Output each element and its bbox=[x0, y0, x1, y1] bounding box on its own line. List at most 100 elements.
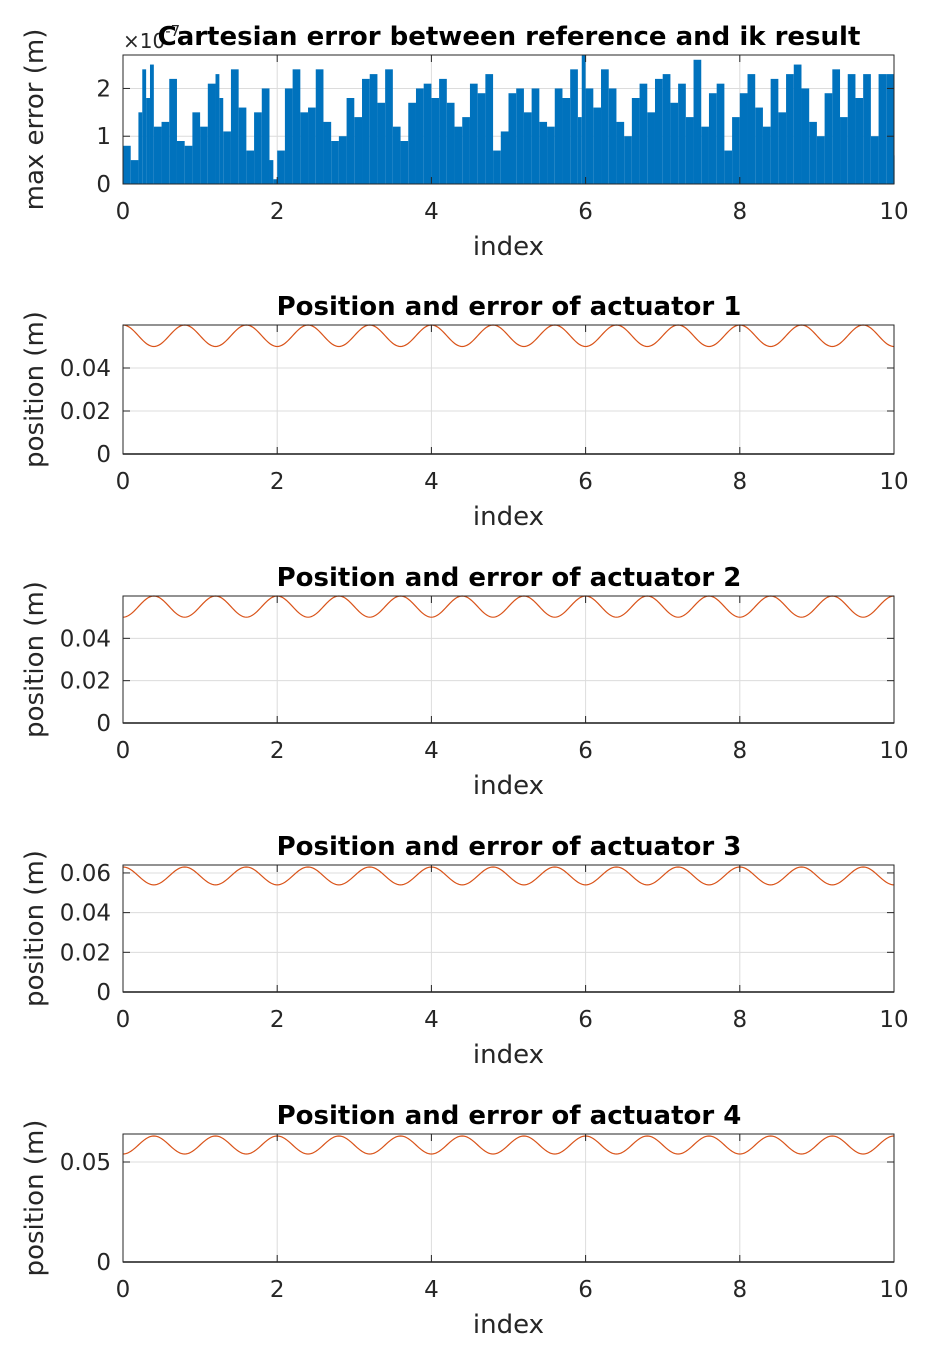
error-bar bbox=[230, 69, 239, 184]
x-tick-label: 2 bbox=[270, 1277, 285, 1303]
x-tick-label: 6 bbox=[578, 469, 593, 495]
error-bar bbox=[647, 112, 655, 184]
error-bar bbox=[732, 117, 740, 184]
x-tick-label: 8 bbox=[732, 738, 747, 764]
y-tick-label: 0.02 bbox=[60, 940, 111, 966]
error-bar bbox=[123, 145, 131, 184]
error-bar bbox=[261, 88, 270, 184]
x-tick-label: 8 bbox=[732, 1007, 747, 1033]
subplot-actuator-1: 0 2 4 6 8 10 0 0.02 0.04 index position … bbox=[20, 292, 909, 532]
error-bar bbox=[238, 107, 247, 184]
subplot-actuator-3: 0 2 4 6 8 10 0 0.02 0.04 0.06 index posi… bbox=[20, 832, 909, 1070]
error-bar bbox=[508, 93, 517, 184]
error-bar bbox=[685, 117, 694, 184]
error-bar bbox=[793, 64, 802, 184]
y-axis-label: position (m) bbox=[20, 1120, 50, 1277]
error-bar bbox=[153, 126, 162, 184]
subplot-actuator-4: 0 2 4 6 8 10 0 0.05 index position (m) P… bbox=[20, 1101, 909, 1340]
position-line bbox=[122, 1135, 895, 1155]
x-tick-label: 10 bbox=[879, 1007, 908, 1033]
error-bar bbox=[747, 74, 756, 184]
x-tick-label: 4 bbox=[424, 738, 439, 764]
chart-title: Position and error of actuator 4 bbox=[277, 1101, 742, 1131]
error-bar bbox=[338, 136, 347, 184]
error-bar bbox=[739, 93, 748, 184]
axes-frame bbox=[122, 54, 895, 185]
error-bar bbox=[308, 107, 316, 184]
error-bar bbox=[724, 150, 733, 184]
y-axis-label: position (m) bbox=[20, 581, 50, 738]
y-tick-labels: 0 0.02 0.04 0.06 bbox=[60, 861, 111, 1006]
error-bar bbox=[315, 69, 324, 184]
y-tick-label: 0.04 bbox=[60, 901, 111, 927]
error-bar bbox=[554, 88, 563, 184]
tick-marks bbox=[122, 1134, 895, 1263]
x-axis-label: index bbox=[473, 502, 544, 532]
axes-frame bbox=[122, 595, 895, 724]
error-bar bbox=[493, 150, 501, 184]
x-tick-labels: 0 2 4 6 8 10 bbox=[116, 469, 909, 495]
y-tick-labels: 0 0.02 0.04 bbox=[60, 626, 111, 737]
error-bar bbox=[547, 126, 555, 184]
error-bar bbox=[392, 126, 401, 184]
error-bar bbox=[369, 74, 378, 184]
error-bar bbox=[570, 69, 578, 184]
error-bar bbox=[809, 121, 817, 184]
error-bar bbox=[408, 102, 416, 184]
error-bar bbox=[323, 121, 332, 184]
error-bar bbox=[439, 78, 447, 184]
x-tick-label: 6 bbox=[578, 1277, 593, 1303]
error-bar bbox=[219, 98, 224, 184]
x-tick-label: 4 bbox=[424, 1007, 439, 1033]
axes-frame bbox=[122, 324, 895, 455]
chart-title: Position and error of actuator 2 bbox=[277, 563, 742, 593]
error-bar bbox=[608, 88, 617, 184]
x-tick-labels: 0 2 4 6 8 10 bbox=[116, 1277, 909, 1303]
tick-marks bbox=[122, 596, 895, 724]
error-bar bbox=[624, 136, 632, 184]
error-bar bbox=[146, 98, 150, 184]
error-bar bbox=[840, 117, 848, 184]
error-bar bbox=[223, 131, 231, 184]
error-bar bbox=[577, 117, 582, 184]
y-tick-label: 0.05 bbox=[60, 1150, 111, 1176]
error-bar bbox=[701, 126, 709, 184]
error-bar bbox=[593, 107, 602, 184]
error-bar bbox=[639, 83, 648, 184]
axes-frame bbox=[122, 864, 895, 993]
subplot-actuator-2: 0 2 4 6 8 10 0 0.02 0.04 index position … bbox=[20, 563, 909, 801]
y-tick-label: 2 bbox=[96, 76, 111, 102]
x-tick-label: 0 bbox=[116, 1007, 131, 1033]
x-tick-label: 4 bbox=[424, 1277, 439, 1303]
error-bar bbox=[523, 112, 532, 184]
error-bar bbox=[246, 150, 255, 184]
y-axis-label: position (m) bbox=[20, 850, 50, 1007]
x-axis-label: index bbox=[473, 232, 544, 262]
x-tick-label: 4 bbox=[424, 199, 439, 225]
error-bar bbox=[292, 69, 301, 184]
error-bar bbox=[192, 112, 201, 184]
x-tick-label: 6 bbox=[578, 199, 593, 225]
error-bar bbox=[346, 98, 355, 184]
error-bar bbox=[693, 59, 702, 184]
error-bar bbox=[130, 160, 139, 184]
error-bar bbox=[870, 136, 879, 184]
x-tick-label: 2 bbox=[270, 738, 285, 764]
y-tick-labels: 0 1 2 bbox=[96, 76, 111, 198]
tick-marks bbox=[122, 865, 895, 993]
x-axis-label: index bbox=[473, 1310, 544, 1340]
error-bar bbox=[431, 98, 440, 184]
error-bar bbox=[762, 126, 771, 184]
error-bar bbox=[200, 126, 208, 184]
axes-frame bbox=[122, 1133, 895, 1263]
subplot-cartesian-error: 0 2 4 6 8 10 0 1 2 ×10-7 index max error… bbox=[20, 22, 909, 262]
error-bar bbox=[215, 74, 220, 184]
error-bar bbox=[855, 98, 864, 184]
error-bar bbox=[184, 145, 193, 184]
error-bar bbox=[142, 69, 147, 184]
error-bar bbox=[581, 55, 586, 184]
error-bar bbox=[269, 160, 274, 184]
y-tick-label: 0.04 bbox=[60, 626, 111, 652]
error-bar bbox=[801, 88, 810, 184]
